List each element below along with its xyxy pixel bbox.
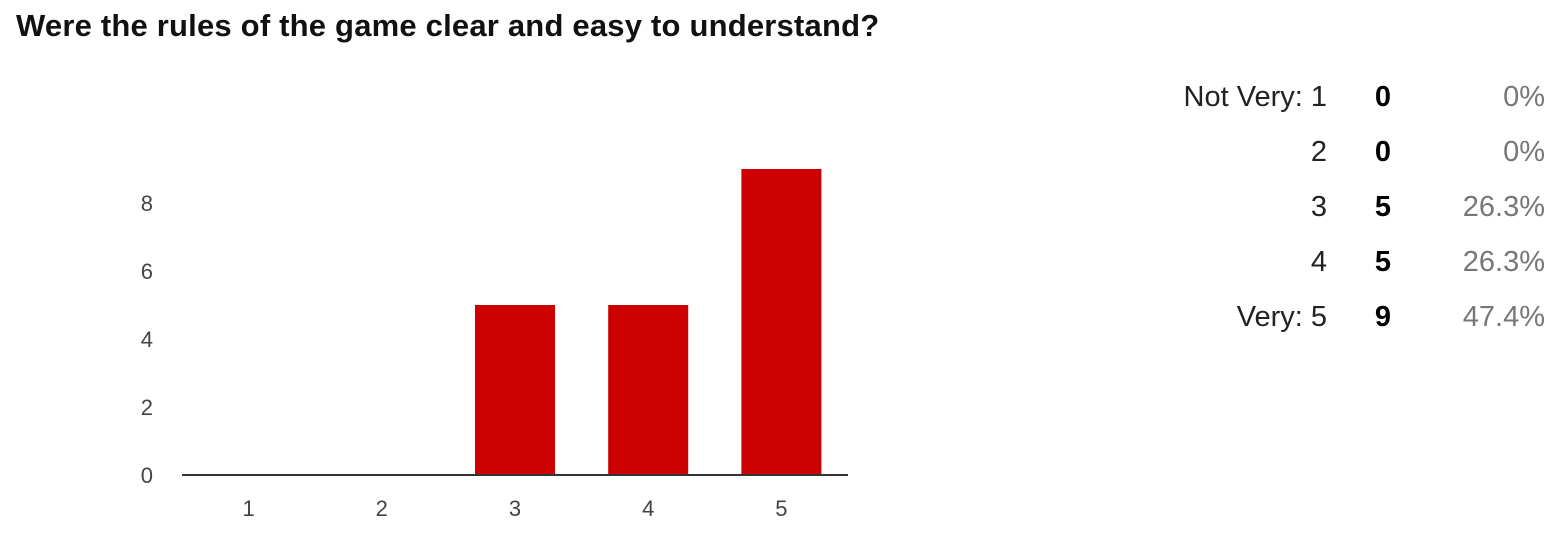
response-summary-table: Not Very: 1 0 0% 2 0 0% 3 5 26.3% 4 5 26… <box>1184 70 1545 345</box>
y-tick-label: 2 <box>141 395 153 420</box>
summary-count: 0 <box>1374 81 1392 113</box>
y-tick-label: 8 <box>141 191 153 216</box>
x-tick-label: 4 <box>642 496 654 521</box>
summary-percent: 0% <box>1503 136 1545 168</box>
summary-percent: 26.3% <box>1462 246 1545 278</box>
summary-count: 9 <box>1374 301 1392 333</box>
summary-row: 2 0 0% <box>1184 125 1545 180</box>
summary-row: 4 5 26.3% <box>1184 235 1545 290</box>
y-tick-label: 6 <box>141 259 153 284</box>
summary-label: 3 <box>1310 191 1327 223</box>
summary-label: 4 <box>1310 246 1327 278</box>
x-tick-label: 5 <box>775 496 787 521</box>
summary-percent: 0% <box>1503 81 1545 113</box>
y-tick-label: 4 <box>141 327 153 352</box>
summary-label: 2 <box>1310 136 1327 168</box>
summary-label: Not Very: 1 <box>1183 81 1327 113</box>
bar-4 <box>608 305 689 475</box>
summary-percent: 47.4% <box>1462 301 1545 333</box>
summary-row: 3 5 26.3% <box>1184 180 1545 235</box>
response-bar-chart: 0 2 4 6 8 1 2 3 4 5 <box>141 169 848 521</box>
summary-row: Not Very: 1 0 0% <box>1184 70 1545 125</box>
bar-3 <box>475 305 555 475</box>
summary-count: 5 <box>1374 246 1392 278</box>
x-tick-label: 2 <box>376 496 388 521</box>
summary-row: Very: 5 9 47.4% <box>1184 290 1545 345</box>
y-tick-label: 0 <box>141 463 153 488</box>
x-tick-label: 1 <box>242 496 254 521</box>
bar-5 <box>741 169 822 475</box>
x-tick-label: 3 <box>509 496 521 521</box>
summary-label: Very: 5 <box>1236 301 1327 333</box>
question-title: Were the rules of the game clear and eas… <box>16 8 880 43</box>
summary-percent: 26.3% <box>1462 191 1545 223</box>
y-axis-ticks: 0 2 4 6 8 <box>141 191 153 488</box>
bars-group <box>475 169 822 475</box>
x-axis-ticks: 1 2 3 4 5 <box>242 496 787 521</box>
summary-count: 0 <box>1374 136 1392 168</box>
summary-count: 5 <box>1374 191 1392 223</box>
